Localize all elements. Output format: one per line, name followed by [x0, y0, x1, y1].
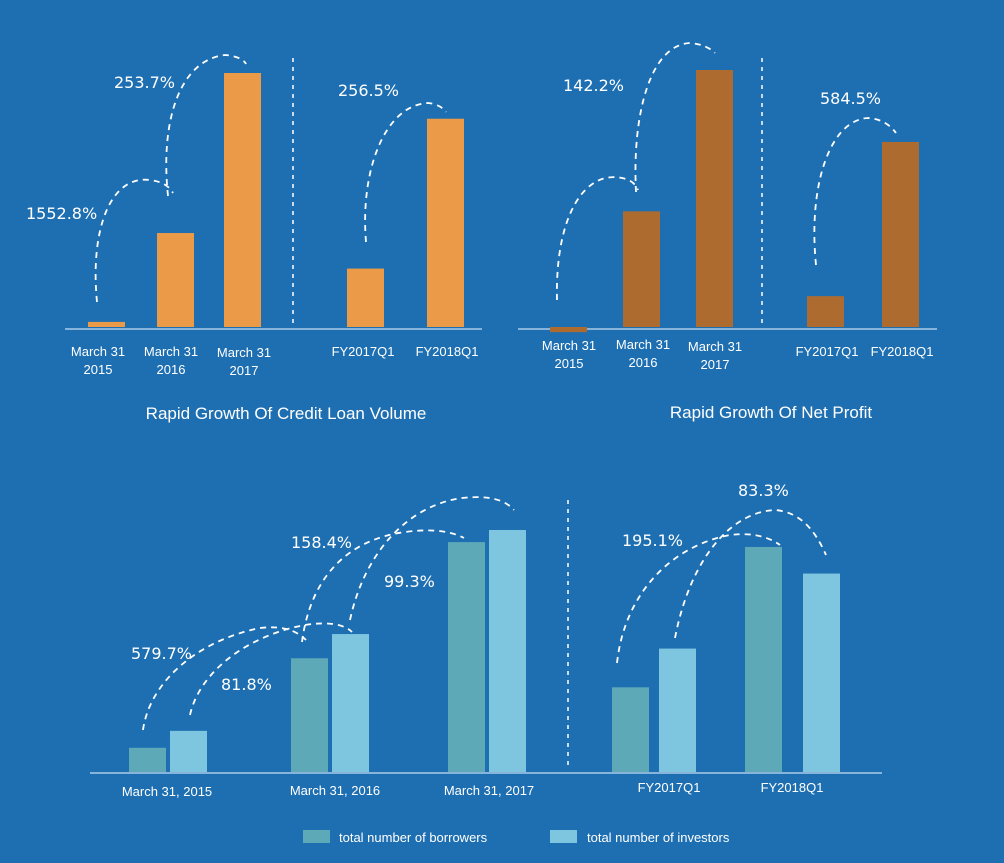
legend-swatch-investors	[550, 830, 577, 843]
pct-label-256.5: 256.5%	[338, 81, 399, 100]
pct-label-253.7: 253.7%	[114, 73, 175, 92]
credit-loan-chart: 1552.8% 253.7% 256.5% March 31 2015 March…	[26, 54, 482, 423]
tick-label-users-2017: March 31, 2017	[444, 783, 534, 798]
tick-label-users-fy2017q1: FY2017Q1	[638, 780, 701, 795]
pct-label-584.5: 584.5%	[820, 89, 881, 108]
pct-label-158.4: 158.4%	[291, 533, 352, 552]
arc-investors-2016-2017	[349, 496, 515, 621]
credit-loan-bar-0-0	[88, 321, 125, 327]
net-profit-bar-0-2	[696, 70, 733, 327]
investors-bar-0-0	[170, 730, 207, 772]
borrowers-bar-1-1	[745, 546, 782, 772]
legend-label-borrowers: total number of borrowers	[339, 830, 488, 845]
borrowers-bar-0-0	[129, 747, 166, 772]
tick-label-profit-2016: March 31 2016	[616, 337, 670, 370]
tick-label-profit-2017: March 31 2017	[688, 339, 742, 372]
tick-label-credit-2017: March 31 2017	[217, 345, 271, 378]
arc-net-profit-fy	[813, 117, 897, 266]
investors-bar-0-2	[489, 530, 526, 772]
tick-label-users-2015: March 31, 2015	[122, 784, 212, 799]
tick-label-profit-fy2017q1: FY2017Q1	[796, 344, 859, 359]
chart-title-credit-loan: Rapid Growth Of Credit Loan Volume	[146, 404, 427, 423]
credit-loan-bar-1-1	[427, 118, 464, 327]
arc-borrowers-2015-2016	[142, 626, 307, 731]
pct-label-81.8: 81.8%	[221, 675, 272, 694]
tick-label-users-2016: March 31, 2016	[290, 783, 380, 798]
arc-net-profit-2016-2017	[634, 42, 716, 193]
net-profit-bar-1-0	[807, 296, 844, 327]
pct-label-579.7: 579.7%	[131, 644, 192, 663]
net-profit-bar-0-1	[623, 211, 660, 327]
investors-bar-1-1	[803, 573, 840, 772]
credit-loan-bar-0-1	[157, 233, 194, 327]
pct-label-142.2: 142.2%	[563, 76, 624, 95]
net-profit-bar-0-0	[550, 327, 587, 333]
borrowers-bar-1-0	[612, 687, 649, 772]
net-profit-bar-1-1	[882, 141, 919, 327]
borrowers-bar-0-1	[291, 658, 328, 772]
credit-loan-bar-1-0	[347, 268, 384, 327]
investors-bar-0-1	[332, 634, 369, 772]
tick-label-credit-2015: March 31 2015	[71, 344, 125, 377]
pct-label-1552.8: 1552.8%	[26, 204, 97, 223]
legend-label-investors: total number of investors	[587, 830, 730, 845]
arc-credit-loan-2016-2017	[165, 54, 247, 197]
net-profit-chart: 142.2% 584.5% March 31 2015 March 31 2016 …	[518, 42, 937, 422]
tick-label-credit-fy2018q1: FY2018Q1	[416, 344, 479, 359]
tick-label-credit-2016: March 31 2016	[144, 344, 198, 377]
arc-credit-loan-fy	[364, 102, 447, 243]
arc-investors-2015-2016	[189, 622, 353, 716]
credit-loan-bar-0-2	[224, 73, 261, 327]
chart-title-net-profit: Rapid Growth Of Net Profit	[670, 403, 872, 422]
legend-swatch-borrowers	[303, 830, 330, 843]
borrowers-investors-chart: 579.7% 81.8% 158.4% 99.3% 195.1% 83.3% M…	[90, 481, 882, 845]
pct-label-195.1: 195.1%	[622, 531, 683, 550]
tick-label-credit-fy2017q1: FY2017Q1	[332, 344, 395, 359]
arc-borrowers-fy	[616, 533, 781, 664]
pct-label-99.3: 99.3%	[384, 572, 435, 591]
arc-net-profit-2015-2016	[556, 176, 639, 301]
tick-label-profit-fy2018q1: FY2018Q1	[871, 344, 934, 359]
borrowers-bar-0-2	[448, 542, 485, 772]
tick-label-users-fy2018q1: FY2018Q1	[761, 780, 824, 795]
pct-label-83.3: 83.3%	[738, 481, 789, 500]
arc-investors-fy	[674, 509, 827, 639]
tick-label-profit-2015: March 31 2015	[542, 338, 596, 371]
arc-credit-loan-2015-2016	[94, 178, 174, 303]
investors-bar-1-0	[659, 648, 696, 772]
legend: total number of borrowers total number o…	[303, 830, 730, 845]
